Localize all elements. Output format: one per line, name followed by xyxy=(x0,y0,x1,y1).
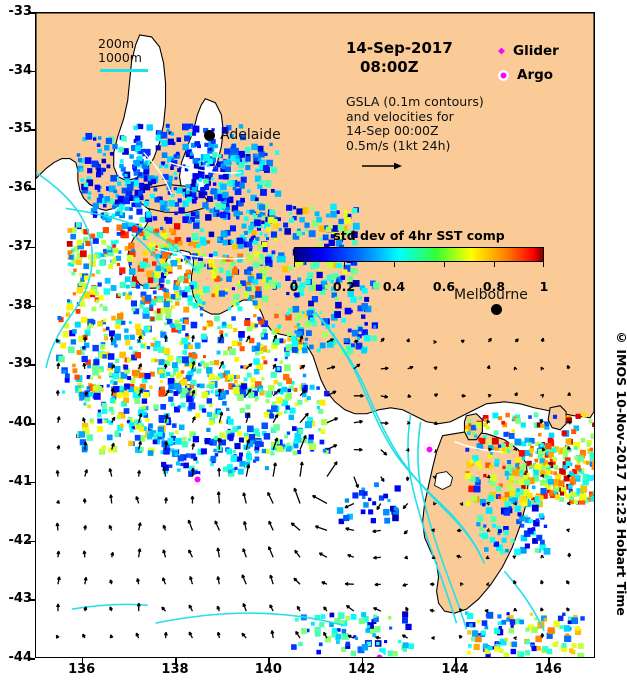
spencer-gulf-water xyxy=(113,34,167,182)
y-axis-tick-label: -44 xyxy=(8,650,33,665)
gsla-line-4: 0.5m/s (1kt 24h) xyxy=(346,137,451,153)
y-axis-tick-label: -43 xyxy=(8,591,33,607)
depth-label-200m: 200m xyxy=(98,36,135,51)
y-axis-tick xyxy=(28,599,35,601)
colorbar-title: std dev of 4hr SST comp xyxy=(333,228,505,243)
y-axis-tick-label: -41 xyxy=(8,473,33,489)
y-axis-tick-label: -40 xyxy=(8,415,33,431)
y-axis-tick-label: -38 xyxy=(8,297,33,313)
figure-time: 08:00Z xyxy=(360,58,419,76)
x-axis-tick-label: 144 xyxy=(441,662,469,677)
y-axis-tick-label: -36 xyxy=(8,180,33,196)
x-axis-tick xyxy=(455,658,457,665)
argo-float-marker xyxy=(373,652,385,657)
legend-label-glider: Glider xyxy=(513,43,559,59)
gsla-line-1: GSLA (0.1m contours) xyxy=(346,94,484,109)
colorbar-tick xyxy=(344,262,346,267)
depth-scale-legend: 200m 1000m xyxy=(98,37,142,65)
colorbar-tick xyxy=(542,262,544,267)
argo-float-marker xyxy=(191,474,203,486)
y-axis-tick xyxy=(28,246,35,249)
velocity-scale-arrow-icon xyxy=(362,162,402,170)
x-axis-tick-label: 146 xyxy=(534,662,562,677)
y-axis-tick xyxy=(28,481,35,484)
colorbar-tick xyxy=(494,262,496,267)
figure-date: 14-Sep-2017 xyxy=(346,39,453,57)
y-axis-tick-label: -33 xyxy=(8,4,33,19)
y-axis-tick-label: -39 xyxy=(8,356,33,372)
x-axis-tick xyxy=(81,658,84,665)
city-dot-icon xyxy=(204,129,215,141)
y-axis-tick xyxy=(28,364,35,366)
y-axis-tick xyxy=(28,12,35,14)
y-axis-tick xyxy=(28,658,35,660)
colorbar-tick-label: 0.4 xyxy=(382,279,406,294)
legend-row-argo: Argo xyxy=(498,63,559,87)
y-axis-tick-label: -42 xyxy=(8,532,33,548)
colorbar-tick xyxy=(444,262,446,267)
x-axis-tick xyxy=(548,658,550,665)
colorbar-tick-label: 0.8 xyxy=(482,279,506,294)
glider-marker-icon xyxy=(498,47,505,55)
gsla-annotation: GSLA (0.1m contours) and velocities for … xyxy=(346,94,484,153)
colorbar-tick-label: 1 xyxy=(539,279,549,294)
y-axis-tick xyxy=(28,129,35,131)
y-axis-tick xyxy=(28,305,35,308)
tasmania-land xyxy=(422,431,529,614)
colorbar-tick-label: 0 xyxy=(289,279,299,294)
colorbar-gradient xyxy=(294,247,544,262)
x-axis-tick xyxy=(268,658,270,665)
imos-credit-text: © IMOS 10-Nov-2017 12:23 Hobart Time xyxy=(614,330,627,616)
city-dot-icon xyxy=(491,304,502,315)
city-marker-adelaide: Adelaide xyxy=(204,127,281,143)
colorbar-tick xyxy=(294,262,296,267)
legend-label-argo: Argo xyxy=(517,67,554,83)
colorbar-tick xyxy=(394,262,396,267)
city-label-adelaide: Adelaide xyxy=(220,127,281,143)
gsla-line-3: 14-Sep 00:00Z xyxy=(346,123,439,138)
y-axis-tick xyxy=(28,423,35,425)
colorbar-ticks: 0 0.2 0.4 0.6 0.8 1 xyxy=(290,262,548,294)
map-plot-area: Adelaide Melbourne 200m 1000m 14-Sep-201… xyxy=(35,12,595,658)
colorbar-tick-label: 0.2 xyxy=(332,279,356,294)
y-axis-tick xyxy=(28,70,35,73)
y-axis-tick xyxy=(28,540,35,543)
argo-float-marker xyxy=(423,443,435,455)
flinders-island-land xyxy=(547,405,567,431)
y-axis-tick xyxy=(28,188,35,190)
x-axis-tick-label: 142 xyxy=(348,662,376,677)
land-masses xyxy=(36,13,594,657)
x-axis-tick-label: 140 xyxy=(254,662,282,677)
y-axis-tick-label: -37 xyxy=(8,238,33,254)
depth-label-1000m: 1000m xyxy=(98,50,142,65)
depth-1000m-color-swatch xyxy=(100,69,148,72)
figure-datetime: 14-Sep-2017 08:00Z xyxy=(346,39,453,77)
observation-legend: Glider Argo xyxy=(498,39,559,87)
colorbar-tick-label: 0.6 xyxy=(432,279,456,294)
y-axis-tick-label: -34 xyxy=(8,62,33,78)
gsla-line-2: and velocities for xyxy=(346,108,454,124)
city-marker-melbourne: Melbourne xyxy=(454,287,528,315)
y-axis-tick-label: -35 xyxy=(8,121,33,137)
x-axis-tick-label: 138 xyxy=(161,662,189,677)
colorbar: std dev of 4hr SST comp 0 0.2 0.4 0.6 0.8 1 xyxy=(290,228,549,294)
legend-row-glider: Glider xyxy=(498,39,559,63)
x-axis-tick-label: 136 xyxy=(68,662,96,677)
argo-marker-icon xyxy=(498,69,509,81)
king-island-land xyxy=(463,413,483,441)
city-label-melbourne: Melbourne xyxy=(454,287,528,303)
x-axis-tick xyxy=(175,658,177,665)
x-axis-tick xyxy=(361,658,364,665)
